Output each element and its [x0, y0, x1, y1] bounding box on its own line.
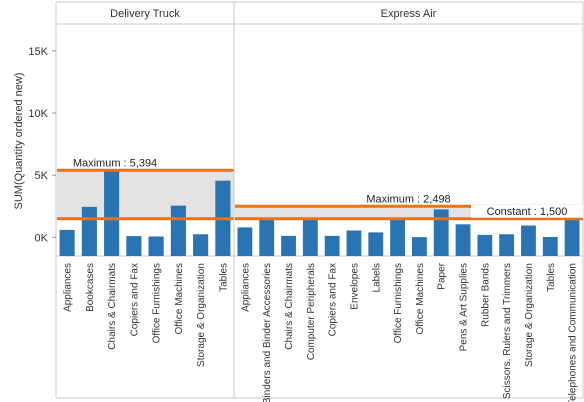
constant-label: Constant : 1,500 — [487, 206, 568, 218]
category-label: Envelopes — [349, 263, 360, 310]
bar — [59, 229, 75, 256]
bar — [499, 234, 515, 256]
category-label: Computer Peripherals — [306, 263, 317, 360]
category-label: Scissors, Rulers and Trimmers — [502, 263, 513, 399]
maximum-label: Maximum : 5,394 — [73, 157, 157, 169]
category-label: Chairs & Chairmats — [284, 263, 295, 350]
category-label: Binders and Binder Accessories — [262, 263, 273, 402]
bar — [346, 230, 362, 256]
y-tick-label: 15K — [28, 46, 48, 58]
y-tick-label: 10K — [28, 108, 48, 120]
y-tick-label: 5K — [35, 170, 49, 182]
category-label: Office Furnishings — [152, 263, 163, 343]
bar — [324, 235, 340, 256]
bar — [477, 234, 493, 256]
bar — [148, 236, 164, 256]
y-tick-label: 0K — [35, 232, 49, 244]
pane-header-area — [56, 2, 583, 24]
bar — [433, 209, 449, 256]
bar — [104, 170, 120, 256]
category-label: Storage & Organization — [524, 263, 535, 367]
category-label: Office Machines — [415, 263, 426, 335]
category-label: Office Furnishings — [393, 263, 404, 343]
chart-frame — [55, 1, 584, 399]
bar — [126, 236, 142, 256]
bar — [237, 227, 253, 256]
category-label: Telephones and Communication — [568, 263, 579, 402]
constant-label-box — [471, 204, 583, 218]
category-label: Paper — [437, 262, 448, 289]
chart-panes: Delivery Truck Appliances Bookcases Chairs … — [57, 2, 583, 402]
category-label: Tables — [218, 263, 229, 292]
bar — [281, 235, 296, 256]
category-label: Chairs & Chairmats — [107, 263, 118, 350]
category-label: Labels — [371, 263, 382, 292]
bar — [411, 237, 427, 256]
category-label: Pens & Art Supplies — [459, 263, 470, 351]
category-label: Copiers and Fax — [129, 263, 140, 336]
maximum-label: Maximum : 2,498 — [366, 193, 450, 205]
category-label: Bookcases — [85, 263, 96, 312]
category-label: Appliances — [63, 263, 74, 312]
category-label: Storage & Organization — [196, 263, 207, 367]
category-label: Tables — [546, 263, 557, 292]
y-axis-title: SUM(Quantity ordered new) — [13, 73, 25, 210]
bar — [542, 236, 558, 256]
bar — [81, 206, 97, 256]
pane-0: Delivery Truck Appliances Bookcases Chairs … — [57, 8, 234, 367]
bar — [564, 213, 580, 256]
bar — [521, 225, 536, 256]
category-label: Rubber Bands — [480, 263, 491, 327]
bar — [390, 219, 406, 256]
bar — [170, 205, 186, 256]
category-label: Appliances — [240, 263, 251, 312]
pane-header-label: Delivery Truck — [110, 8, 180, 20]
bar — [368, 232, 384, 256]
category-label: Office Machines — [174, 263, 185, 335]
bar — [455, 224, 471, 256]
bar — [193, 234, 209, 256]
y-axis: 0K 5K 10K 15K SUM(Quantity ordered new) — [13, 46, 56, 244]
category-label: Copiers and Fax — [328, 263, 339, 336]
bar — [302, 219, 318, 256]
pane-header-label: Express Air — [381, 8, 437, 20]
bar — [259, 217, 275, 256]
pane-1: Express Air Appliances Binders and Binder … — [233, 2, 583, 402]
